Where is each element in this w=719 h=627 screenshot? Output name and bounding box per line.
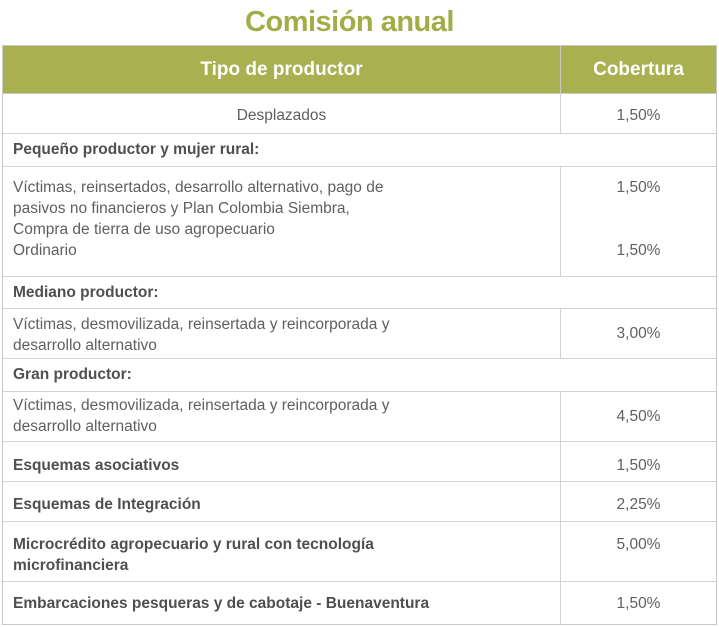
row-value: 4,50%: [616, 408, 661, 425]
section-row: Gran productor:: [3, 359, 716, 392]
row-label-line: desarrollo alternativo: [13, 337, 157, 354]
commission-table: Tipo de productor Cobertura Desplazados …: [2, 45, 717, 625]
row-label-line: microfinanciera: [13, 557, 129, 574]
row-value: 1,50% 1,50%: [561, 167, 716, 276]
row-value: 2,25%: [616, 496, 661, 513]
table-row: Víctimas, reinsertados, desarrollo alter…: [3, 167, 716, 277]
section-heading-medium-producer: Mediano productor:: [13, 283, 159, 301]
table-row: Microcrédito agropecuario y rural con te…: [3, 522, 716, 582]
row-label: Víctimas, reinsertados, desarrollo alter…: [3, 167, 561, 276]
row-label-line: Víctimas, desmovilizada, reinsertada y r…: [13, 316, 390, 333]
row-value: 5,00%: [616, 536, 661, 553]
table-header: Tipo de productor Cobertura: [3, 46, 716, 94]
section-row: Mediano productor:: [3, 277, 716, 309]
row-label-line: desarrollo alternativo: [13, 418, 157, 435]
section-row: Pequeño productor y mujer rural:: [3, 134, 716, 167]
row-value: 3,00%: [616, 325, 661, 342]
row-value-line: 1,50%: [616, 179, 661, 196]
row-label-line: Víctimas, reinsertados, desarrollo alter…: [13, 179, 384, 196]
table-row: Esquemas asociativos 1,50%: [3, 442, 716, 482]
row-value: 1,50%: [616, 456, 661, 474]
row-label-line: Víctimas, desmovilizada, reinsertada y r…: [13, 397, 390, 414]
row-label: Esquemas asociativos: [3, 442, 561, 481]
row-value: 1,50%: [616, 107, 661, 124]
row-label: Esquemas de Integración: [3, 482, 561, 521]
row-label: Víctimas, desmovilizada, reinsertada y r…: [3, 392, 561, 441]
header-producer-type: Tipo de productor: [3, 46, 561, 93]
row-label-line: Ordinario: [13, 242, 77, 259]
table-row: Embarcaciones pesqueras y de cabotaje - …: [3, 582, 716, 624]
row-label: Embarcaciones pesqueras y de cabotaje - …: [3, 582, 561, 624]
table-row: Víctimas, desmovilizada, reinsertada y r…: [3, 309, 716, 359]
row-label: Microcrédito agropecuario y rural con te…: [3, 522, 561, 581]
page-title: Comisión anual: [245, 6, 454, 38]
row-label: Víctimas, desmovilizada, reinsertada y r…: [3, 309, 561, 358]
table-row: Esquemas de Integración 2,25%: [3, 482, 716, 522]
row-value-line: 1,50%: [616, 242, 661, 259]
row-label-line: pasivos no financieros y Plan Colombia S…: [13, 200, 350, 217]
row-label-line: Compra de tierra de uso agropecuario: [13, 221, 275, 238]
table-row: Víctimas, desmovilizada, reinsertada y r…: [3, 392, 716, 442]
header-coverage: Cobertura: [593, 58, 684, 80]
row-label-line: Microcrédito agropecuario y rural con te…: [13, 536, 374, 553]
section-heading-small-producer: Pequeño productor y mujer rural:: [13, 141, 260, 158]
row-value: 1,50%: [616, 594, 661, 612]
section-heading-large-producer: Gran productor:: [13, 366, 132, 383]
table-row: Desplazados 1,50%: [3, 94, 716, 134]
row-label: Desplazados: [3, 94, 561, 133]
